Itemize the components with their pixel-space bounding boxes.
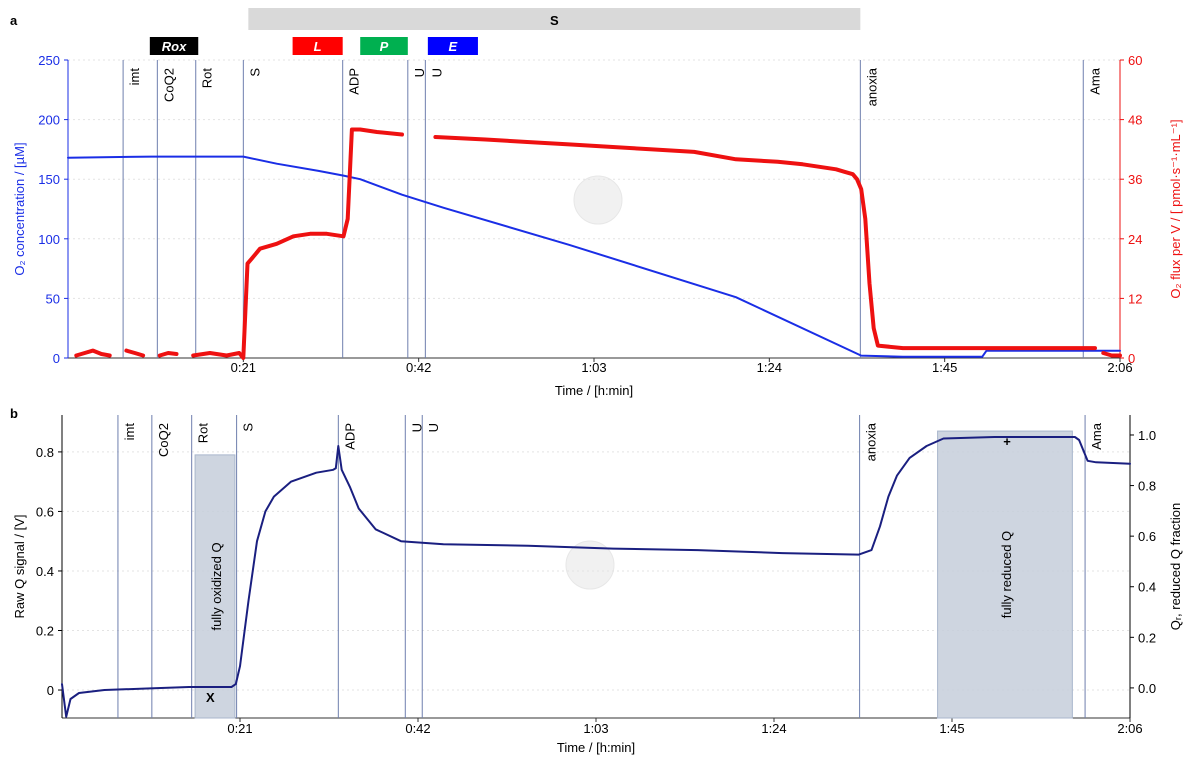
event-label: U bbox=[429, 68, 444, 77]
x-tick-label: 1:45 bbox=[932, 360, 957, 375]
event-label: U bbox=[426, 423, 441, 432]
x-tick-label: 1:03 bbox=[581, 360, 606, 375]
data-line bbox=[74, 127, 1122, 360]
y-tick-label: 0.4 bbox=[36, 564, 54, 579]
y2-tick-label: 1.0 bbox=[1138, 428, 1156, 443]
x-tick-label: 2:06 bbox=[1117, 721, 1142, 736]
phase-label: E bbox=[449, 39, 458, 54]
y2-tick-label: 0.4 bbox=[1138, 580, 1156, 595]
x-tick-label: 2:06 bbox=[1107, 360, 1132, 375]
event-label: CoQ2 bbox=[156, 423, 171, 457]
event-label: Rot bbox=[196, 423, 211, 444]
data-line bbox=[61, 436, 1131, 718]
y2-tick-label: 12 bbox=[1128, 291, 1142, 306]
y-tick-label: 0 bbox=[53, 351, 60, 366]
y-axis-label: Raw Q signal / [V] bbox=[12, 514, 27, 618]
event-label: S bbox=[241, 423, 256, 432]
marker: + bbox=[1003, 434, 1011, 449]
region bbox=[937, 430, 1073, 719]
y-axis-label: O₂ concentration / [µM] bbox=[12, 142, 27, 275]
y-tick-label: 50 bbox=[46, 291, 60, 306]
y2-tick-label: 0.8 bbox=[1138, 479, 1156, 494]
event-label: imt bbox=[127, 68, 142, 86]
phase-box bbox=[427, 37, 478, 55]
event-label: CoQ2 bbox=[161, 68, 176, 102]
condition-label: S bbox=[550, 13, 559, 28]
y2-axis-label: Qᵣ, reduced Q fraction bbox=[1168, 503, 1183, 630]
event-label: ADP bbox=[347, 68, 362, 95]
region-label: fully reduced Q bbox=[999, 531, 1014, 618]
phase-label: Rox bbox=[162, 39, 187, 54]
x-tick-label: 1:03 bbox=[583, 721, 608, 736]
y2-axis-label: O₂ flux per V / [ pmol·s⁻¹·mL⁻¹] bbox=[1168, 119, 1183, 298]
x-tick-label: 1:24 bbox=[761, 721, 786, 736]
y-tick-label: 200 bbox=[38, 113, 60, 128]
y-tick-label: 0.6 bbox=[36, 504, 54, 519]
y2-tick-label: 0.2 bbox=[1138, 630, 1156, 645]
event-label: Ama bbox=[1087, 67, 1102, 95]
watermark bbox=[565, 175, 623, 590]
y2-tick-label: 48 bbox=[1128, 113, 1142, 128]
y-tick-label: 100 bbox=[38, 232, 60, 247]
x-tick-label: 1:45 bbox=[939, 721, 964, 736]
x-tick-label: 1:24 bbox=[757, 360, 782, 375]
event-label: Ama bbox=[1089, 422, 1104, 450]
region bbox=[194, 454, 236, 719]
y2-tick-label: 0.6 bbox=[1138, 529, 1156, 544]
x-tick-label: 0:21 bbox=[231, 360, 256, 375]
event-label: anoxia bbox=[864, 422, 879, 461]
event-label: Rot bbox=[200, 68, 215, 89]
phase-box bbox=[360, 37, 408, 55]
x-tick-label: 0:42 bbox=[405, 721, 430, 736]
y-tick-label: 0 bbox=[47, 683, 54, 698]
event-label: anoxia bbox=[864, 67, 879, 106]
y-tick-label: 0.2 bbox=[36, 623, 54, 638]
y-tick-label: 150 bbox=[38, 172, 60, 187]
x-axis-label: Time / [h:min] bbox=[555, 383, 633, 398]
event-label: S bbox=[247, 68, 262, 77]
y2-tick-label: 0.0 bbox=[1138, 681, 1156, 696]
y2-tick-label: 36 bbox=[1128, 172, 1142, 187]
phase-label: P bbox=[380, 39, 389, 54]
x-tick-label: 0:21 bbox=[227, 721, 252, 736]
phase-box bbox=[292, 37, 343, 55]
marker: X bbox=[206, 690, 215, 705]
y2-tick-label: 0 bbox=[1128, 351, 1135, 366]
panel-label: b bbox=[10, 406, 18, 421]
event-label: ADP bbox=[342, 423, 357, 450]
data-line bbox=[67, 155, 1121, 358]
event-label: U bbox=[409, 423, 424, 432]
y2-tick-label: 60 bbox=[1128, 53, 1142, 68]
event-label: imt bbox=[122, 423, 137, 441]
x-axis-label: Time / [h:min] bbox=[557, 740, 635, 755]
phase-box bbox=[149, 37, 199, 55]
x-tick-label: 0:42 bbox=[406, 360, 431, 375]
y-tick-label: 0.8 bbox=[36, 445, 54, 460]
phase-label: L bbox=[314, 39, 322, 54]
y2-tick-label: 24 bbox=[1128, 232, 1142, 247]
region-label: fully oxidized Q bbox=[209, 542, 224, 630]
condition-bar bbox=[248, 8, 861, 30]
event-label: U bbox=[412, 68, 427, 77]
y-tick-label: 250 bbox=[38, 53, 60, 68]
panel-label: a bbox=[10, 13, 18, 28]
